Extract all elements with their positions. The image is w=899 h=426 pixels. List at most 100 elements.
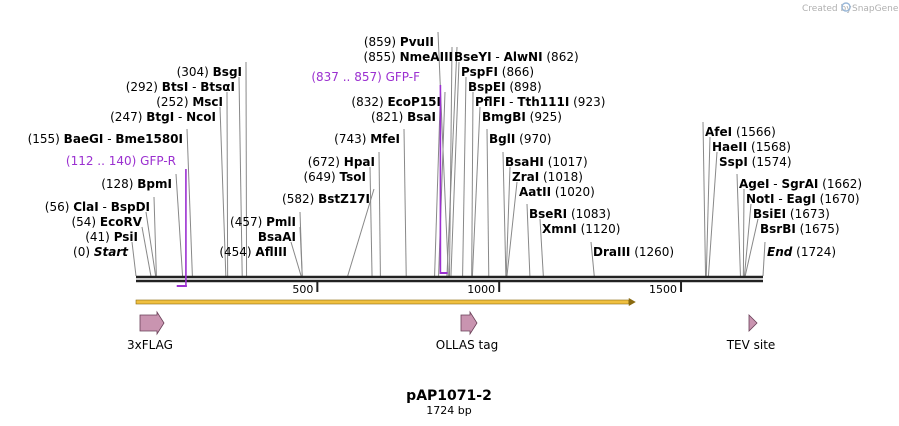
site-position: - <box>769 177 781 191</box>
enzyme-name: BseYI <box>454 50 492 64</box>
site-label[interactable]: BseRI (1083) <box>529 207 611 221</box>
site-label[interactable]: (54) EcoRV <box>71 215 142 229</box>
site-label[interactable]: (247) BtgI - NcoI <box>110 110 216 124</box>
site-position: (866) <box>498 65 534 79</box>
site-label[interactable]: SspI (1574) <box>719 155 792 169</box>
site-line <box>290 241 302 277</box>
site-position: (1260) <box>630 245 674 259</box>
site-label[interactable]: ZraI (1018) <box>512 170 583 184</box>
primer-label[interactable]: (837 .. 857) GFP-F <box>311 70 420 84</box>
feature-arrow[interactable] <box>139 310 165 336</box>
site-line <box>369 166 373 277</box>
enzyme-name: Start <box>94 245 129 259</box>
site-position: - <box>492 50 504 64</box>
site-label[interactable]: AgeI - SgrAI (1662) <box>739 177 862 191</box>
site-line <box>141 226 152 277</box>
site-position: (1018) <box>539 170 583 184</box>
site-label[interactable]: (128) BpmI <box>101 177 172 191</box>
enzyme-name: AflIII <box>255 245 287 259</box>
site-label[interactable]: BsaAI <box>258 230 296 244</box>
site-position: - <box>103 132 115 146</box>
site-label[interactable]: NotI - EagI (1670) <box>746 192 860 206</box>
enzyme-name: BpmI <box>137 177 172 191</box>
primer-label[interactable]: (112 .. 140) GFP-R <box>66 154 176 168</box>
site-label[interactable]: (649) TsoI <box>303 170 366 184</box>
site-line <box>707 151 718 277</box>
site-label[interactable]: XmnI (1120) <box>542 222 620 236</box>
site-label[interactable]: (821) BsaI <box>371 110 436 124</box>
orf-arrow-icon <box>628 298 636 306</box>
site-label[interactable]: AfeI (1566) <box>705 125 776 139</box>
site-label[interactable]: BsaHI (1017) <box>505 155 588 169</box>
enzyme-name: MfeI <box>370 132 400 146</box>
site-label[interactable]: BspEI (898) <box>468 80 542 94</box>
site-label[interactable]: BmgBI (925) <box>482 110 562 124</box>
site-label[interactable]: (582) BstZ17I <box>282 192 370 206</box>
site-label[interactable]: (672) HpaI <box>308 155 375 169</box>
tick-label: 1500 <box>649 283 677 296</box>
site-position: - <box>775 192 787 206</box>
site-label[interactable]: (0) Start <box>73 245 129 259</box>
enzyme-name: BsaHI <box>505 155 544 169</box>
enzyme-name: NmeAIII <box>400 50 453 64</box>
site-label[interactable]: (41) PsiI <box>85 230 138 244</box>
site-position: (1083) <box>567 207 611 221</box>
enzyme-name: AlwNI <box>504 50 543 64</box>
site-labels: (0) Start (41) PsiI (54) EcoRV (56) ClaI… <box>28 35 863 259</box>
enzyme-name: NcoI <box>186 110 216 124</box>
enzyme-name: XmnI <box>542 222 577 236</box>
site-label[interactable]: (56) ClaI - BspDI <box>45 200 150 214</box>
site-position: (1670) <box>816 192 860 206</box>
feature-arrow[interactable] <box>460 310 478 336</box>
orf-bar[interactable] <box>135 299 630 305</box>
site-label[interactable]: BglI (970) <box>489 132 551 146</box>
site-label[interactable]: DraIII (1260) <box>593 245 674 259</box>
site-label[interactable]: (454) AflIII <box>219 245 287 259</box>
site-label[interactable]: (832) EcoP15I <box>351 95 441 109</box>
enzyme-name: Bme1580I <box>115 132 183 146</box>
site-position: (970) <box>515 132 551 146</box>
site-label[interactable]: (155) BaeGI - Bme1580I <box>28 132 183 146</box>
site-position: (582) <box>282 192 318 206</box>
site-line <box>743 203 752 277</box>
site-label[interactable]: HaeII (1568) <box>712 140 791 154</box>
site-line <box>446 46 458 277</box>
enzyme-name: PsiI <box>114 230 138 244</box>
site-line <box>702 121 707 277</box>
site-position: (925) <box>526 110 562 124</box>
site-line <box>226 91 229 277</box>
site-label[interactable]: (859) PvuII <box>364 35 434 49</box>
site-label[interactable]: PflFI - Tth111I (923) <box>475 95 605 109</box>
enzyme-name: EcoRV <box>100 215 143 229</box>
site-label[interactable]: BseYI - AlwNI (862) <box>454 50 579 64</box>
enzyme-name: MscI <box>192 95 223 109</box>
site-position: (649) <box>303 170 339 184</box>
ruler: 500 1000 1500 <box>292 282 683 296</box>
enzyme-name: AatII <box>519 185 551 199</box>
site-position: (1566) <box>732 125 776 139</box>
site-label[interactable]: (855) NmeAIII <box>364 50 453 64</box>
site-label[interactable]: End (1724) <box>767 245 836 259</box>
site-label[interactable]: PspFI (866) <box>461 65 534 79</box>
site-line <box>486 128 490 277</box>
site-line <box>131 241 137 277</box>
site-label[interactable]: BsiEI (1673) <box>753 207 830 221</box>
site-label[interactable]: (292) BtsI - BtsαI <box>126 80 235 94</box>
feature-arrow[interactable] <box>748 314 758 332</box>
primer-range: (837 .. 857) <box>311 70 385 84</box>
feature-label: OLLAS tag <box>436 338 498 352</box>
site-label[interactable]: AatII (1020) <box>519 185 595 199</box>
site-label[interactable]: (743) MfeI <box>334 132 400 146</box>
site-label[interactable]: (457) PmlI <box>230 215 296 229</box>
site-line <box>347 188 375 277</box>
enzyme-name: BglI <box>489 132 515 146</box>
site-label[interactable]: BsrBI (1675) <box>760 222 840 236</box>
enzyme-name: TsoI <box>340 170 366 184</box>
site-label[interactable]: (252) MscI <box>156 95 223 109</box>
enzyme-name: HpaI <box>344 155 375 169</box>
enzyme-name: BtgI <box>146 110 174 124</box>
feature-label: TEV site <box>726 338 776 352</box>
credit-brand: SnapGene <box>852 4 899 14</box>
site-label[interactable]: (304) BsgI <box>177 65 242 79</box>
